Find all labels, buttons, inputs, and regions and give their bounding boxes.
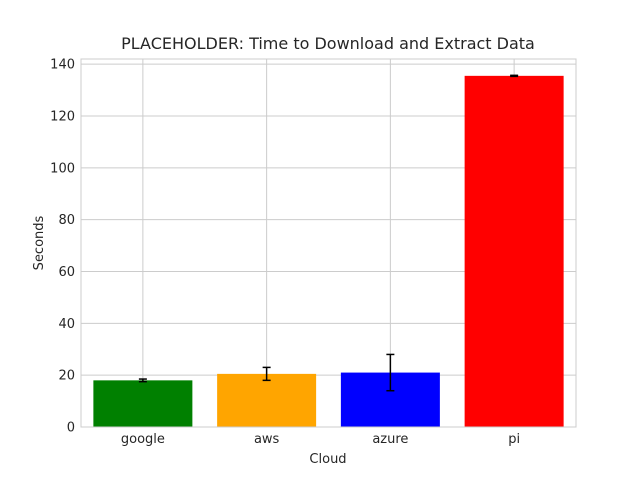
y-axis-label: Seconds [32,215,47,270]
plot-frame [80,58,577,428]
y-tick-label: 60 [58,265,75,280]
chart-title: PLACEHOLDER: Time to Download and Extrac… [121,34,535,53]
x-axis-label: Cloud [309,452,346,467]
y-tick-label: 100 [50,161,75,176]
y-tick-label: 40 [58,317,75,332]
error-bars [138,74,519,392]
bar-google [93,380,193,427]
y-tick-label: 80 [58,213,75,228]
x-tick-label: google [121,432,165,447]
x-tick-label: pi [508,432,520,447]
tick-labels: 0 20 40 60 80 100 120 140 google aws azure pi [50,58,520,447]
bar-pi [464,75,564,428]
y-tick-label: 0 [67,421,75,436]
x-tick-label: azure [372,432,408,447]
y-tick-label: 120 [50,110,75,125]
y-tick-label: 20 [58,369,75,384]
bars [93,75,564,428]
y-tick-label: 140 [50,58,75,73]
x-tick-label: aws [254,432,280,447]
bar-aws [217,373,317,427]
